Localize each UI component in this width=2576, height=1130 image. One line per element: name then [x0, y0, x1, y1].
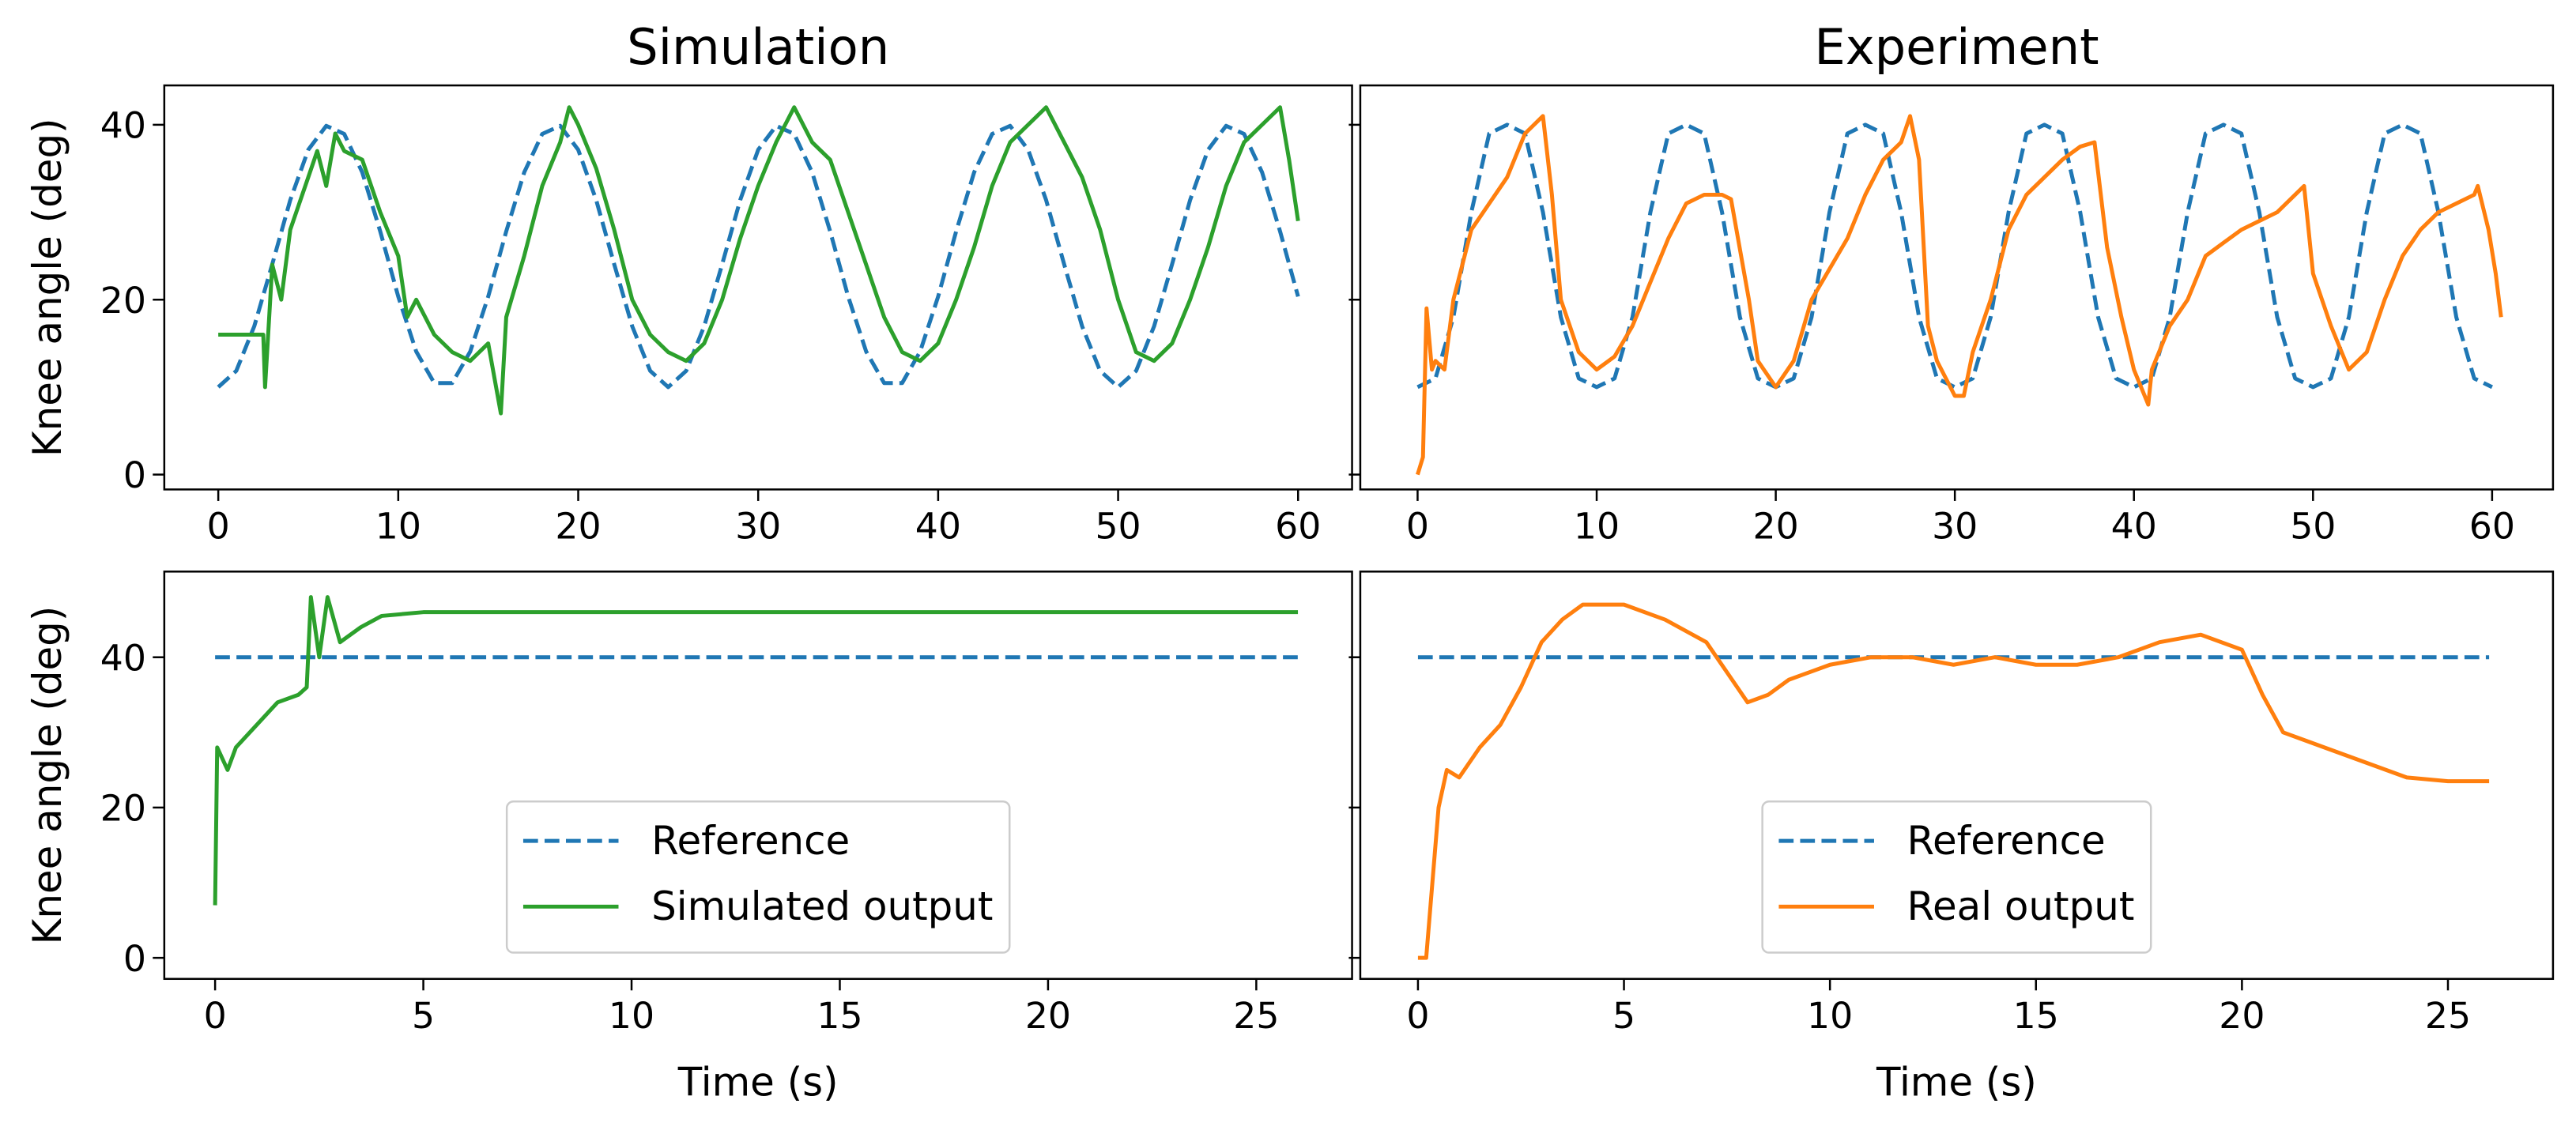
- x-tick-label: 10: [1574, 506, 1620, 548]
- x-tick-label: 10: [375, 506, 421, 548]
- x-tick-label: 25: [2425, 995, 2471, 1037]
- x-tick-label: 5: [412, 995, 435, 1037]
- y-tick-label: 40: [100, 637, 146, 679]
- x-tick-label: 0: [204, 995, 227, 1037]
- legend-label: Real output: [1907, 883, 2135, 929]
- legend-label: Reference: [651, 818, 850, 864]
- x-tick-label: 15: [2013, 995, 2059, 1037]
- legend-label: Reference: [1907, 818, 2106, 864]
- y-tick-label: 0: [123, 454, 146, 496]
- series-line: [217, 123, 1300, 390]
- subplot-title: Simulation: [627, 18, 889, 76]
- y-tick-label: 0: [123, 938, 146, 980]
- y-tick-label: 20: [100, 280, 146, 322]
- x-tick-label: 20: [1025, 995, 1071, 1037]
- axes-frame: [163, 84, 1353, 491]
- y-axis-label: Knee angle (deg): [25, 118, 70, 457]
- series-line: [1416, 122, 2493, 390]
- x-tick-label: 20: [555, 506, 601, 548]
- x-tick-label: 40: [915, 506, 961, 548]
- series-line: [1416, 114, 2503, 476]
- series-line: [213, 595, 1299, 906]
- x-tick-label: 30: [735, 506, 781, 548]
- x-axis-label: Time (s): [677, 1059, 839, 1105]
- y-tick-label: 20: [100, 788, 146, 830]
- legend: Reference Simulated output: [505, 800, 1011, 954]
- x-tick-label: 20: [1752, 506, 1798, 548]
- x-tick-label: 25: [1233, 995, 1279, 1037]
- x-tick-label: 30: [1932, 506, 1978, 548]
- x-tick-label: 50: [1095, 506, 1141, 548]
- axes-frame: [1359, 571, 2555, 981]
- legend-frame: [505, 800, 1011, 954]
- x-tick-label: 40: [2111, 506, 2157, 548]
- x-tick-label: 5: [1612, 995, 1635, 1037]
- axes-frame: [1359, 84, 2555, 491]
- x-tick-label: 0: [1406, 506, 1429, 548]
- x-tick-label: 10: [1807, 995, 1853, 1037]
- x-tick-label: 60: [2469, 506, 2515, 548]
- subplot-title: Experiment: [1814, 18, 2099, 76]
- x-tick-label: 50: [2290, 506, 2336, 548]
- y-axis-label: Knee angle (deg): [25, 606, 70, 945]
- x-tick-label: 10: [609, 995, 654, 1037]
- series-line: [218, 105, 1300, 416]
- legend-frame: [1761, 800, 2152, 954]
- x-tick-label: 60: [1275, 506, 1321, 548]
- legend-label: Simulated output: [651, 883, 993, 929]
- x-tick-label: 15: [817, 995, 862, 1037]
- axes-frame: [163, 571, 1353, 981]
- series-line: [1417, 602, 2490, 960]
- legend: Reference Real output: [1761, 800, 2152, 954]
- x-tick-label: 0: [207, 506, 230, 548]
- x-tick-label: 20: [2219, 995, 2265, 1037]
- y-tick-label: 40: [100, 105, 146, 147]
- x-axis-label: Time (s): [1876, 1059, 2037, 1105]
- x-tick-label: 0: [1406, 995, 1429, 1037]
